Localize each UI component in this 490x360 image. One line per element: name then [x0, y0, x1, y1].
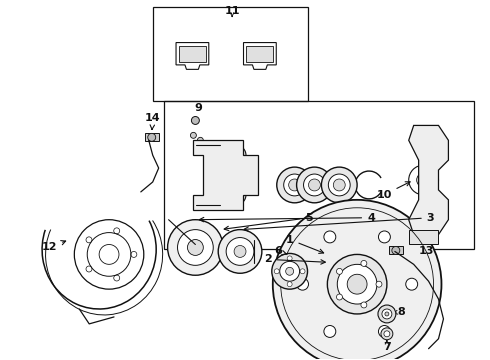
- Circle shape: [192, 117, 199, 125]
- Circle shape: [231, 170, 241, 180]
- Circle shape: [406, 278, 417, 290]
- Text: 14: 14: [145, 113, 161, 130]
- Circle shape: [231, 150, 241, 160]
- Polygon shape: [409, 230, 439, 244]
- Circle shape: [376, 281, 382, 287]
- Circle shape: [324, 231, 336, 243]
- Text: 8: 8: [397, 307, 405, 317]
- Circle shape: [234, 246, 246, 257]
- Circle shape: [385, 312, 389, 316]
- Text: 2: 2: [264, 255, 325, 264]
- Circle shape: [204, 201, 212, 209]
- Text: 3: 3: [244, 213, 434, 231]
- Circle shape: [273, 200, 441, 360]
- Circle shape: [416, 173, 431, 187]
- Text: 11: 11: [224, 6, 240, 16]
- Circle shape: [361, 260, 367, 266]
- Circle shape: [378, 231, 391, 243]
- Circle shape: [284, 174, 306, 196]
- Circle shape: [272, 253, 308, 289]
- Bar: [164, 100, 474, 249]
- Circle shape: [168, 220, 223, 275]
- Circle shape: [226, 238, 254, 265]
- Bar: [153, 7, 308, 100]
- Polygon shape: [409, 125, 448, 235]
- Circle shape: [188, 239, 203, 255]
- Text: 1: 1: [286, 234, 323, 253]
- Circle shape: [327, 255, 387, 314]
- Circle shape: [226, 145, 246, 165]
- Circle shape: [378, 305, 396, 323]
- Circle shape: [324, 325, 336, 337]
- Circle shape: [287, 282, 292, 287]
- Circle shape: [300, 269, 305, 274]
- Text: 10: 10: [376, 182, 410, 200]
- Circle shape: [289, 179, 300, 191]
- Circle shape: [204, 141, 212, 149]
- Circle shape: [287, 256, 292, 261]
- Text: 12: 12: [42, 240, 66, 252]
- Circle shape: [337, 294, 343, 300]
- Circle shape: [382, 309, 392, 319]
- Polygon shape: [246, 46, 273, 62]
- Text: 4: 4: [199, 213, 375, 223]
- Circle shape: [280, 261, 299, 281]
- Circle shape: [321, 167, 357, 203]
- Circle shape: [177, 230, 213, 265]
- Text: 5: 5: [224, 213, 313, 231]
- Polygon shape: [179, 46, 206, 62]
- Circle shape: [191, 132, 196, 138]
- Circle shape: [197, 137, 203, 143]
- Circle shape: [231, 190, 241, 200]
- Circle shape: [296, 278, 309, 290]
- Circle shape: [148, 133, 156, 141]
- Circle shape: [381, 328, 393, 340]
- Bar: [389, 247, 403, 255]
- Text: 6: 6: [274, 247, 287, 256]
- Text: 9: 9: [195, 103, 202, 113]
- Circle shape: [328, 174, 350, 196]
- Circle shape: [226, 165, 246, 185]
- Circle shape: [384, 331, 390, 337]
- Circle shape: [296, 167, 332, 203]
- Circle shape: [274, 269, 279, 274]
- Text: 7: 7: [383, 342, 391, 352]
- Circle shape: [286, 267, 294, 275]
- Circle shape: [277, 167, 313, 203]
- Circle shape: [347, 274, 367, 294]
- Circle shape: [392, 247, 400, 255]
- Circle shape: [303, 174, 325, 196]
- Circle shape: [361, 302, 367, 308]
- Polygon shape: [194, 140, 258, 210]
- Circle shape: [337, 269, 343, 274]
- Circle shape: [333, 179, 345, 191]
- Circle shape: [226, 185, 246, 205]
- Circle shape: [337, 264, 377, 304]
- Circle shape: [378, 325, 391, 337]
- Bar: [145, 133, 159, 141]
- Circle shape: [409, 165, 439, 195]
- Circle shape: [218, 230, 262, 273]
- Circle shape: [309, 179, 320, 191]
- Text: 13: 13: [419, 247, 434, 256]
